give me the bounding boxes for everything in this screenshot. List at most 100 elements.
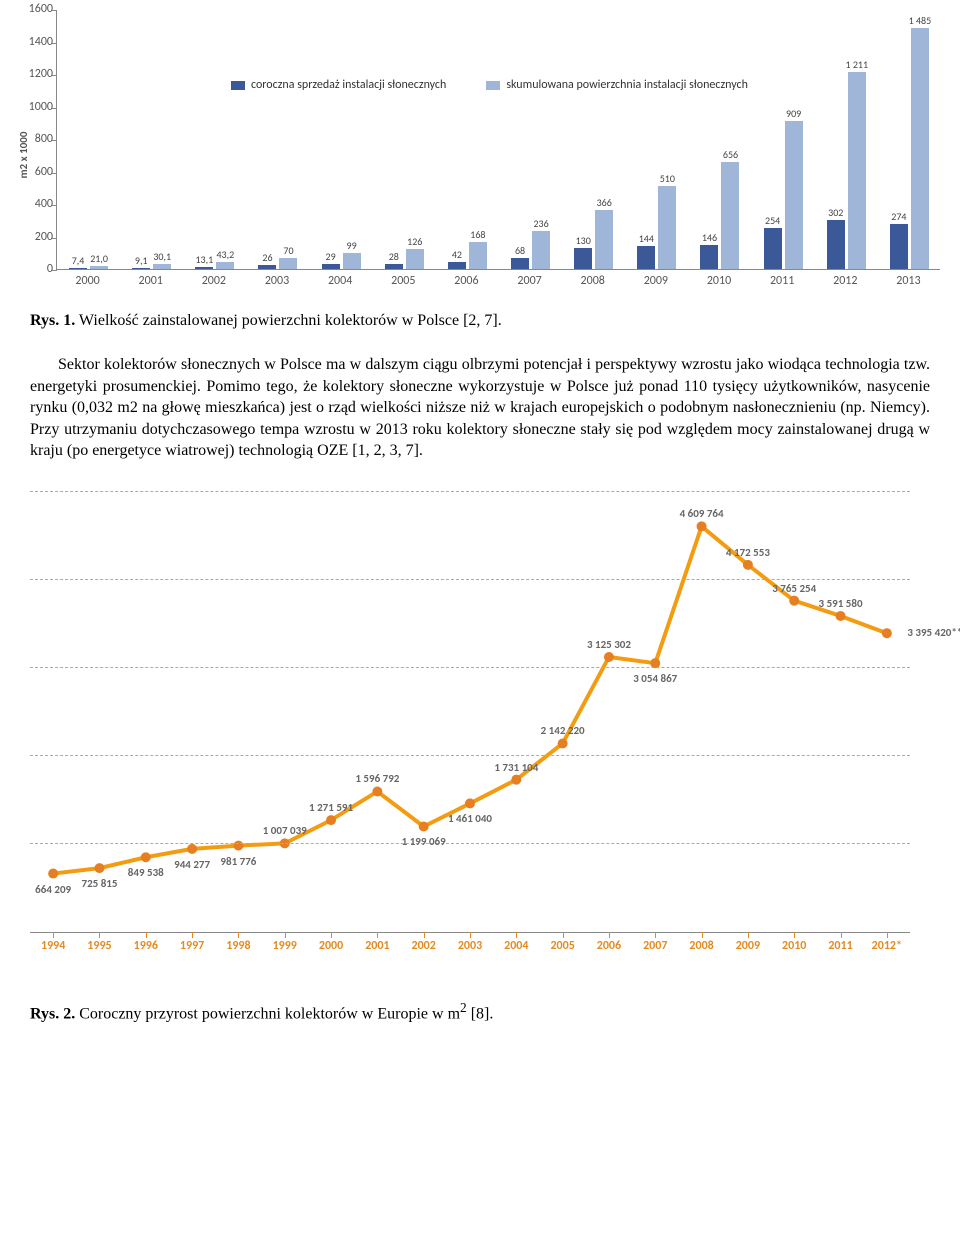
figure1-caption-prefix: Rys. 1. bbox=[30, 312, 75, 329]
chart2-marker bbox=[94, 863, 104, 873]
chart1-ytick: 1200 bbox=[13, 67, 53, 81]
chart2-xtick-mark bbox=[702, 932, 703, 938]
chart1-ytick: 600 bbox=[13, 165, 53, 179]
chart2-xtick-mark bbox=[238, 932, 239, 938]
bar-label-cumulative: 236 bbox=[533, 217, 548, 230]
page: m2 x 1000 coroczna sprzedaż instalacji s… bbox=[0, 0, 960, 1031]
bar-cumulative: 909 bbox=[785, 121, 803, 269]
bar-label-annual: 146 bbox=[702, 231, 717, 244]
bar-label-annual: 302 bbox=[828, 206, 843, 219]
bar-group: 3021 211 bbox=[815, 72, 878, 269]
chart2-point-label: 849 538 bbox=[128, 866, 164, 879]
bar-cumulative: 168 bbox=[469, 242, 487, 269]
chart2-point-label: 2 142 220 bbox=[541, 724, 585, 737]
chart1-xtick: 2012 bbox=[814, 274, 877, 288]
bar-annual: 7,4 bbox=[69, 268, 87, 269]
figure1-caption: Rys. 1. Wielkość zainstalowanej powierzc… bbox=[0, 310, 960, 338]
chart2-point-label: 944 277 bbox=[174, 858, 210, 871]
legend-label-cumulative: skumulowana powierzchnia instalacji słon… bbox=[506, 78, 748, 92]
chart2-marker bbox=[187, 844, 197, 854]
bar-annual: 302 bbox=[827, 220, 845, 269]
chart1-plot: coroczna sprzedaż instalacji słonecznych… bbox=[56, 10, 940, 270]
chart1: m2 x 1000 coroczna sprzedaż instalacji s… bbox=[0, 0, 960, 310]
bar-cumulative: 236 bbox=[532, 231, 550, 269]
bar-annual: 9,1 bbox=[132, 268, 150, 269]
chart1-ytick: 1000 bbox=[13, 100, 53, 114]
chart2-marker bbox=[326, 815, 336, 825]
chart2-marker bbox=[604, 652, 614, 662]
bar-annual: 26 bbox=[258, 265, 276, 269]
chart2-marker bbox=[419, 821, 429, 831]
chart2-xtick: 2007 bbox=[632, 939, 678, 953]
bar-annual: 146 bbox=[700, 245, 718, 269]
chart2-marker bbox=[48, 869, 58, 879]
chart2-xtick: 2010 bbox=[771, 939, 817, 953]
figure2-caption-suffix: [8]. bbox=[467, 1005, 494, 1022]
chart1-xtick: 2013 bbox=[877, 274, 940, 288]
chart2-xtick-mark bbox=[748, 932, 749, 938]
chart2-point-label: 1 199 069 bbox=[402, 835, 446, 848]
chart1-xtick: 2011 bbox=[751, 274, 814, 288]
chart2-marker bbox=[836, 611, 846, 621]
chart2-gridline bbox=[30, 667, 910, 668]
chart2-xtick-mark bbox=[424, 932, 425, 938]
chart2-xtick: 1995 bbox=[76, 939, 122, 953]
chart1-ytick: 400 bbox=[13, 197, 53, 211]
chart2-marker bbox=[697, 521, 707, 531]
bar-cumulative: 126 bbox=[406, 249, 424, 269]
bar-label-cumulative: 366 bbox=[597, 196, 612, 209]
chart2-marker bbox=[558, 738, 568, 748]
bar-label-annual: 274 bbox=[891, 210, 906, 223]
bar-group: 2999 bbox=[310, 253, 373, 269]
chart2-point-label: 4 609 764 bbox=[680, 507, 724, 520]
bar-group: 13,143,2 bbox=[183, 262, 246, 269]
chart1-xtick: 2004 bbox=[309, 274, 372, 288]
bar-group: 28126 bbox=[373, 249, 436, 269]
figure2-caption-text: Coroczny przyrost powierzchni kolektorów… bbox=[75, 1005, 460, 1022]
bar-label-annual: 13,1 bbox=[195, 253, 213, 266]
bar-group: 7,421,0 bbox=[57, 266, 120, 269]
bar-group: 2670 bbox=[246, 258, 309, 269]
chart2-xtick-mark bbox=[516, 932, 517, 938]
chart2-xtick-mark bbox=[192, 932, 193, 938]
bar-annual: 254 bbox=[764, 228, 782, 269]
legend-item-annual: coroczna sprzedaż instalacji słonecznych bbox=[231, 78, 446, 92]
bar-annual: 29 bbox=[322, 264, 340, 269]
chart2-xtick-mark bbox=[887, 932, 888, 938]
chart2-xtick: 2008 bbox=[679, 939, 725, 953]
chart1-xtick: 2005 bbox=[372, 274, 435, 288]
bar-label-cumulative: 1 211 bbox=[845, 58, 868, 71]
chart1-xtick: 2009 bbox=[624, 274, 687, 288]
legend-swatch-annual bbox=[231, 81, 245, 90]
bar-label-annual: 254 bbox=[765, 214, 780, 227]
chart2-point-label: 3 125 302 bbox=[587, 638, 631, 651]
figure2-caption-prefix: Rys. 2. bbox=[30, 1005, 75, 1022]
bar-label-annual: 9,1 bbox=[135, 254, 148, 267]
chart2-xtick: 2011 bbox=[818, 939, 864, 953]
chart1-legend: coroczna sprzedaż instalacji słonecznych… bbox=[231, 78, 748, 92]
chart2-marker bbox=[465, 798, 475, 808]
chart2-xtick-mark bbox=[99, 932, 100, 938]
chart2-xtick: 1999 bbox=[262, 939, 308, 953]
chart2-xtick: 1996 bbox=[123, 939, 169, 953]
chart2-xtick: 2009 bbox=[725, 939, 771, 953]
chart1-xtick: 2010 bbox=[687, 274, 750, 288]
chart2-gridline bbox=[30, 579, 910, 580]
bar-label-annual: 68 bbox=[515, 244, 525, 257]
chart2: 664 209725 815849 538944 277981 7761 007… bbox=[30, 492, 930, 992]
bar-cumulative: 70 bbox=[279, 258, 297, 269]
chart2-point-label: 3 765 254 bbox=[772, 582, 816, 595]
chart1-xtick: 2002 bbox=[182, 274, 245, 288]
bar-cumulative: 656 bbox=[721, 162, 739, 269]
chart2-point-label: 1 007 039 bbox=[263, 824, 307, 837]
chart2-xtick: 2000 bbox=[308, 939, 354, 953]
chart2-xtick: 2005 bbox=[540, 939, 586, 953]
chart2-xtick: 1997 bbox=[169, 939, 215, 953]
bar-annual: 274 bbox=[890, 224, 908, 269]
bar-cumulative: 1 211 bbox=[848, 72, 866, 269]
chart1-xtick: 2001 bbox=[119, 274, 182, 288]
chart2-gridline bbox=[30, 755, 910, 756]
body-paragraph: Sektor kolektorów słonecznych w Polsce m… bbox=[0, 338, 960, 472]
chart2-xtick-mark bbox=[146, 932, 147, 938]
chart2-point-label: 1 461 040 bbox=[448, 812, 492, 825]
